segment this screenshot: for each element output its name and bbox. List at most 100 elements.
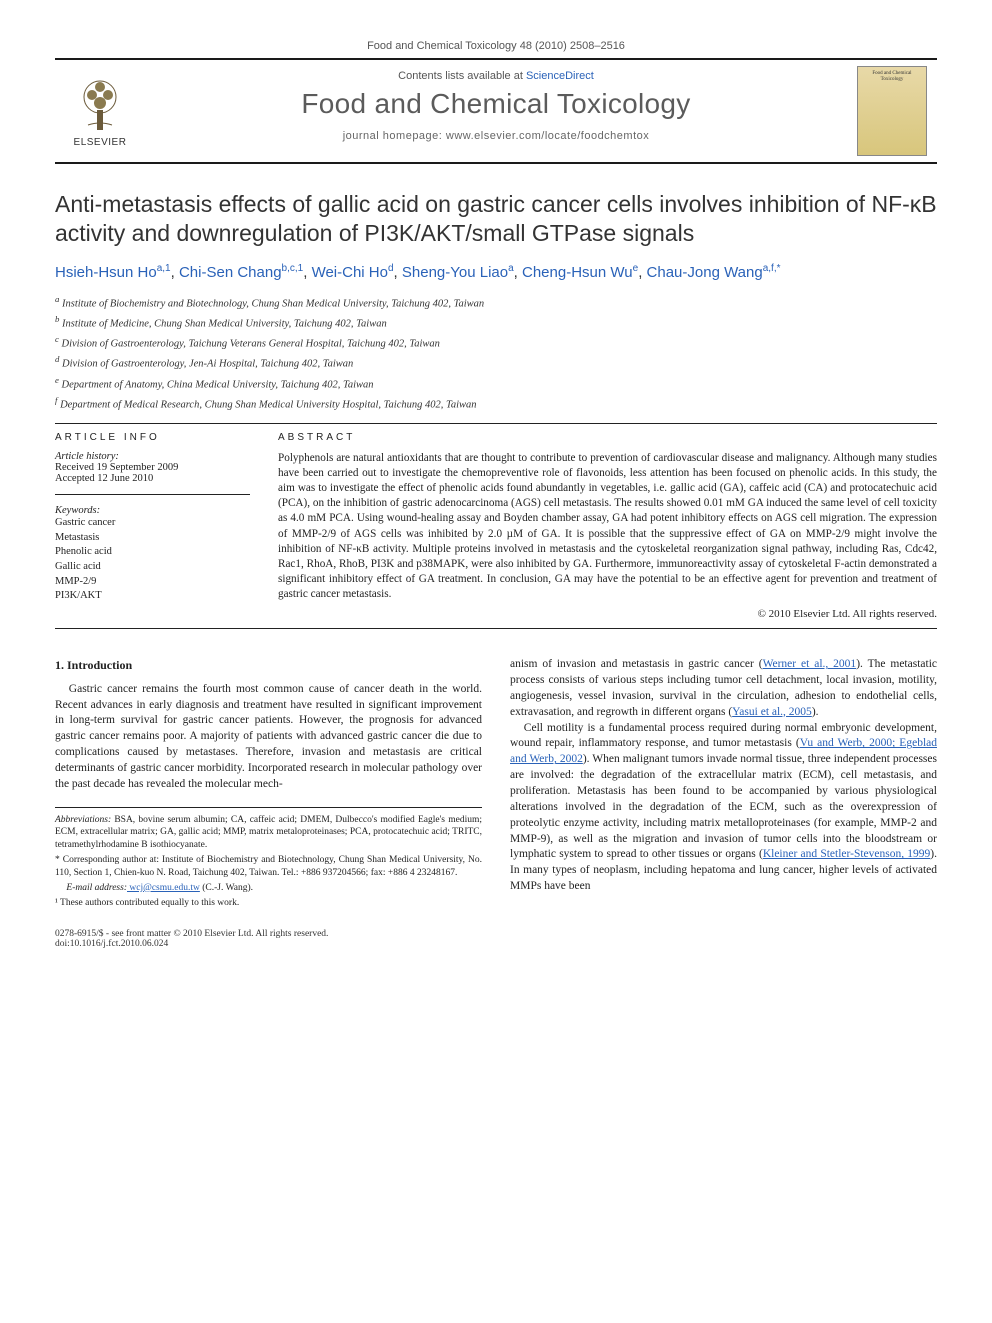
abstract-head: ABSTRACT — [278, 432, 937, 443]
cover-thumb-block: Food and Chemical Toxicology — [847, 60, 937, 162]
footnote-email: E-mail address: wcj@csmu.edu.tw (C.-J. W… — [55, 882, 482, 895]
aff-text: Department of Medical Research, Chung Sh… — [60, 399, 476, 410]
keyword-item: MMP-2/9 — [55, 575, 250, 590]
affiliation-item: d Division of Gastroenterology, Jen-Ai H… — [55, 353, 937, 372]
affiliation-item: c Division of Gastroenterology, Taichung… — [55, 333, 937, 352]
author-aff: e — [633, 263, 639, 274]
author-link[interactable]: Hsieh-Hsun Ho — [55, 264, 157, 281]
running-head: Food and Chemical Toxicology 48 (2010) 2… — [55, 40, 937, 52]
author-aff: d — [388, 263, 394, 274]
footnote-equal: ¹ These authors contributed equally to t… — [55, 897, 482, 910]
citation-link[interactable]: Werner et al., 2001 — [763, 658, 857, 670]
email-link[interactable]: wcj@csmu.edu.tw — [127, 883, 200, 893]
email-tail: (C.-J. Wang). — [200, 883, 253, 893]
journal-page: Food and Chemical Toxicology 48 (2010) 2… — [0, 0, 992, 979]
affiliation-item: f Department of Medical Research, Chung … — [55, 394, 937, 413]
abbrev-text: BSA, bovine serum albumin; CA, caffeic a… — [55, 815, 482, 851]
elsevier-label: ELSEVIER — [74, 137, 127, 148]
page-footer: 0278-6915/$ - see front matter © 2010 El… — [55, 929, 937, 949]
author-name: Hsieh-Hsun Ho — [55, 264, 157, 281]
author-aff: a — [508, 263, 514, 274]
para-text: ). When malignant tumors invade normal t… — [510, 753, 937, 860]
keyword-item: Phenolic acid — [55, 545, 250, 560]
left-column: 1. Introduction Gastric cancer remains t… — [55, 657, 482, 911]
rule — [55, 628, 937, 629]
body-columns: 1. Introduction Gastric cancer remains t… — [55, 657, 937, 911]
citation-link[interactable]: Kleiner and Stetler-Stevenson, 1999 — [763, 848, 930, 860]
aff-tag: e — [55, 375, 59, 385]
author-aff: a,1 — [157, 263, 171, 274]
history-accepted: Accepted 12 June 2010 — [55, 473, 250, 484]
author-name: Chi-Sen Chang — [179, 264, 282, 281]
body-para: anism of invasion and metastasis in gast… — [510, 657, 937, 720]
author-name: Cheng-Hsun Wu — [522, 264, 633, 281]
keywords-list: Gastric cancer Metastasis Phenolic acid … — [55, 516, 250, 604]
footnotes-block: Abbreviations: BSA, bovine serum albumin… — [55, 807, 482, 910]
author-name: Chau-Jong Wang — [647, 264, 763, 281]
keyword-item: PI3K/AKT — [55, 589, 250, 604]
article-info-head: ARTICLE INFO — [55, 432, 250, 443]
abstract-block: ABSTRACT Polyphenols are natural antioxi… — [278, 432, 937, 620]
affiliation-item: a Institute of Biochemistry and Biotechn… — [55, 293, 937, 312]
para-text: anism of invasion and metastasis in gast… — [510, 658, 763, 670]
affiliations: a Institute of Biochemistry and Biotechn… — [55, 293, 937, 414]
aff-tag: d — [55, 354, 59, 364]
cover-text: Food and Chemical Toxicology — [862, 71, 922, 82]
aff-tag: b — [55, 314, 59, 324]
contents-line: Contents lists available at ScienceDirec… — [153, 70, 839, 82]
elsevier-tree-icon — [70, 75, 130, 135]
journal-cover-thumb: Food and Chemical Toxicology — [857, 66, 927, 156]
sciencedirect-link[interactable]: ScienceDirect — [526, 70, 594, 82]
para-text: ). — [812, 706, 819, 718]
author-aff: a,f,* — [763, 263, 781, 274]
footer-left: 0278-6915/$ - see front matter © 2010 El… — [55, 929, 328, 949]
banner-center: Contents lists available at ScienceDirec… — [145, 60, 847, 162]
body-para: Gastric cancer remains the fourth most c… — [55, 682, 482, 793]
author-link[interactable]: Chi-Sen Chang — [179, 264, 282, 281]
aff-text: Division of Gastroenterology, Taichung V… — [62, 339, 440, 350]
aff-text: Division of Gastroenterology, Jen-Ai Hos… — [62, 359, 353, 370]
article-title: Anti-metastasis effects of gallic acid o… — [55, 190, 937, 248]
publisher-logo-block: ELSEVIER — [55, 60, 145, 162]
rule — [55, 423, 937, 424]
email-label: E-mail address: — [66, 883, 127, 893]
author-link[interactable]: Sheng-You Liao — [402, 264, 508, 281]
history-received: Received 19 September 2009 — [55, 462, 250, 473]
keyword-item: Gastric cancer — [55, 516, 250, 531]
keyword-item: Metastasis — [55, 531, 250, 546]
aff-text: Institute of Biochemistry and Biotechnol… — [62, 298, 484, 309]
article-info-block: ARTICLE INFO Article history: Received 1… — [55, 432, 250, 620]
author-link[interactable]: Chau-Jong Wang — [647, 264, 763, 281]
author-link[interactable]: Wei-Chi Ho — [312, 264, 388, 281]
body-para: Cell motility is a fundamental process r… — [510, 721, 937, 895]
abstract-text: Polyphenols are natural antioxidants tha… — [278, 451, 937, 602]
keyword-item: Gallic acid — [55, 560, 250, 575]
footnote-corresponding: * Corresponding author at: Institute of … — [55, 854, 482, 880]
footer-copyright: 0278-6915/$ - see front matter © 2010 El… — [55, 929, 328, 939]
history-block: Article history: Received 19 September 2… — [55, 451, 250, 495]
contents-prefix: Contents lists available at — [398, 70, 526, 82]
aff-tag: f — [55, 395, 57, 405]
citation-link[interactable]: Yasui et al., 2005 — [732, 706, 812, 718]
aff-tag: c — [55, 334, 59, 344]
intro-head: 1. Introduction — [55, 657, 482, 674]
footer-doi: doi:10.1016/j.fct.2010.06.024 — [55, 939, 328, 949]
author-name: Sheng-You Liao — [402, 264, 508, 281]
keywords-label: Keywords: — [55, 505, 250, 516]
abstract-copyright: © 2010 Elsevier Ltd. All rights reserved… — [278, 608, 937, 620]
footnote-abbrev: Abbreviations: BSA, bovine serum albumin… — [55, 814, 482, 852]
right-column: anism of invasion and metastasis in gast… — [510, 657, 937, 911]
author-name: Wei-Chi Ho — [312, 264, 388, 281]
aff-text: Department of Anatomy, China Medical Uni… — [62, 379, 374, 390]
abbrev-label: Abbreviations: — [55, 815, 111, 825]
meta-row: ARTICLE INFO Article history: Received 1… — [55, 432, 937, 620]
affiliation-item: e Department of Anatomy, China Medical U… — [55, 374, 937, 393]
journal-homepage: journal homepage: www.elsevier.com/locat… — [153, 130, 839, 142]
author-link[interactable]: Cheng-Hsun Wu — [522, 264, 633, 281]
journal-name: Food and Chemical Toxicology — [153, 88, 839, 120]
aff-tag: a — [55, 294, 59, 304]
affiliation-item: b Institute of Medicine, Chung Shan Medi… — [55, 313, 937, 332]
journal-banner: ELSEVIER Contents lists available at Sci… — [55, 58, 937, 164]
history-label: Article history: — [55, 451, 250, 462]
author-aff: b,c,1 — [282, 263, 304, 274]
